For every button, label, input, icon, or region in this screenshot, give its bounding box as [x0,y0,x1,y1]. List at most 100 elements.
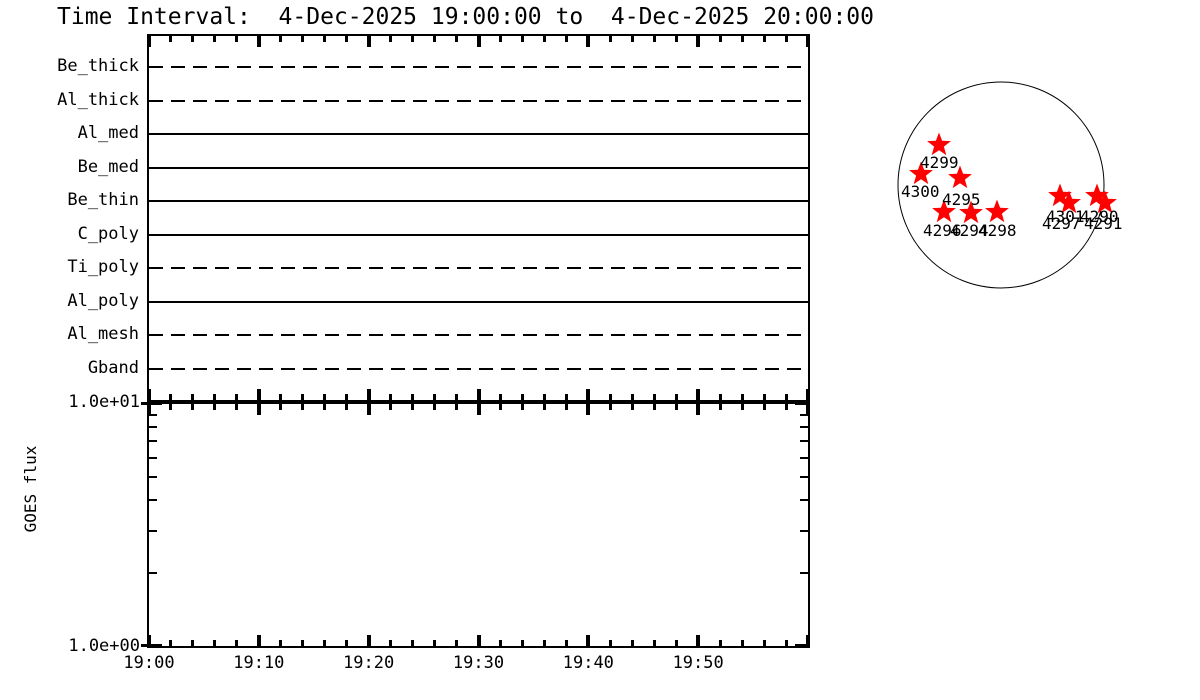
filter-panel-bottom-tick [784,394,788,400]
x-tick-label-1940: 19:40 [562,653,614,673]
filter-panel-top-tick [476,36,481,47]
active-region-star-4296 [932,199,956,223]
goes-panel-top-tick [279,404,283,410]
active-region-star-4294 [959,200,983,224]
filter-panel-bottom-tick [718,394,722,400]
active-region-star-4301 [1048,183,1072,207]
filter-label-al_poly: Al_poly [67,290,139,311]
filter-panel-top-tick [323,36,327,42]
filter-label-ti_poly: Ti_poly [67,257,139,278]
goes-panel-top-tick [213,404,217,410]
goes-panel-bottom-tick [323,640,327,646]
filter-line-ti_poly [149,267,808,270]
goes-y-minor-tick-right [800,456,808,459]
goes-panel-bottom-tick [279,640,283,646]
goes-panel-bottom-tick [411,640,415,646]
goes-panel-top-tick [411,404,415,410]
filter-label-al_mesh: Al_mesh [67,324,139,345]
filter-line-be_thick [149,66,808,69]
active-region-star-4295 [948,165,972,189]
goes-panel-bottom-tick [213,640,217,646]
filter-panel-top-tick [520,36,524,42]
filter-label-al_thick: Al_thick [57,89,139,110]
goes-panel-bottom-tick [740,640,744,646]
filter-panel-top-tick [366,36,371,47]
plot-title: Time Interval: 4-Dec-2025 19:00:00 to 4-… [57,4,874,30]
filter-panel-bottom-tick [279,394,283,400]
goes-panel-bottom-tick [147,635,151,646]
filter-line-al_thick [149,99,808,102]
goes-panel-bottom-tick [433,640,437,646]
goes-panel-bottom-tick [608,640,612,646]
goes-panel-bottom-tick [564,640,568,646]
goes-panel-top-tick [191,404,195,410]
filter-panel-top-tick [630,36,634,42]
active-region-label-4299: 4299 [920,153,959,172]
filter-panel-bottom-tick [608,394,612,400]
goes-y-minor-tick-right [800,572,808,575]
x-tick-label-1900: 19:00 [123,653,175,673]
goes-panel-bottom-tick [674,640,678,646]
goes-y-major-tick-right [795,644,808,647]
goes-panel-top-tick [389,404,393,410]
goes-panel-bottom-tick [301,640,305,646]
filter-panel-top-tick [674,36,678,42]
active-region-star-4290 [1085,183,1109,207]
filter-panel-top-tick [652,36,656,42]
filter-label-gband: Gband [87,357,139,378]
filter-panel-top-tick [213,36,217,42]
goes-panel-bottom-tick [235,640,239,646]
active-region-label-4296: 4296 [923,221,962,240]
filter-label-be_thick: Be_thick [57,56,139,77]
goes-panel-top-tick [542,404,546,410]
filter-panel-top-tick [191,36,195,42]
filter-label-c_poly: C_poly [77,223,139,244]
x-tick-label-1910: 19:10 [233,653,285,673]
goes-panel-top-tick [366,404,371,415]
active-region-star-4298 [985,199,1009,223]
filter-line-be_thin [149,200,808,203]
filter-panel-top-tick [498,36,502,42]
filter-panel-bottom-tick [542,394,546,400]
goes-panel-top-tick [630,404,634,410]
filter-panel-bottom-tick [696,389,701,400]
goes-y-major-tick-right [795,402,808,405]
filter-line-al_med [149,133,808,136]
filter-panel-bottom-tick [256,389,261,400]
filter-line-gband [149,367,808,370]
goes-panel-bottom-tick [345,640,349,646]
goes-y-minor-tick-right [800,475,808,478]
goes-panel-top-tick [806,404,810,415]
goes-panel-top-tick [696,404,701,415]
filter-panel-top-tick [542,36,546,42]
filter-label-al_med: Al_med [77,123,139,144]
goes-panel-top-tick [433,404,437,410]
active-region-star-4300 [909,161,933,185]
goes-panel-top-tick [652,404,656,410]
filter-panel-bottom-tick [345,394,349,400]
goes-panel-bottom-tick [169,640,173,646]
filter-panel-bottom-tick [630,394,634,400]
filter-panel-bottom-tick [520,394,524,400]
goes-panel-bottom-tick [256,635,261,646]
y-axis-min-tick-label: 1.0e+00 [68,636,140,656]
goes-panel-top-tick [564,404,568,410]
filter-panel-bottom-tick [169,394,173,400]
goes-panel-bottom-tick [476,635,481,646]
active-region-label-4300: 4300 [901,182,940,201]
active-region-label-4298: 4298 [978,221,1017,240]
filter-panel-top-tick [762,36,766,42]
x-tick-label-1930: 19:30 [452,653,505,673]
filter-panel-bottom-tick [586,389,591,400]
goes-panel-top-tick [520,404,524,410]
goes-y-minor-tick-left [149,426,157,429]
goes-panel-top-tick [235,404,239,410]
goes-panel-bottom-tick [784,640,788,646]
filter-panel-top-tick [608,36,612,42]
active-region-label-4294: 4294 [950,221,989,240]
filter-panel-top-tick [696,36,701,47]
goes-y-minor-tick-left [149,572,157,575]
active-region-star-4291 [1093,190,1117,214]
filter-panel-top-tick [411,36,415,42]
